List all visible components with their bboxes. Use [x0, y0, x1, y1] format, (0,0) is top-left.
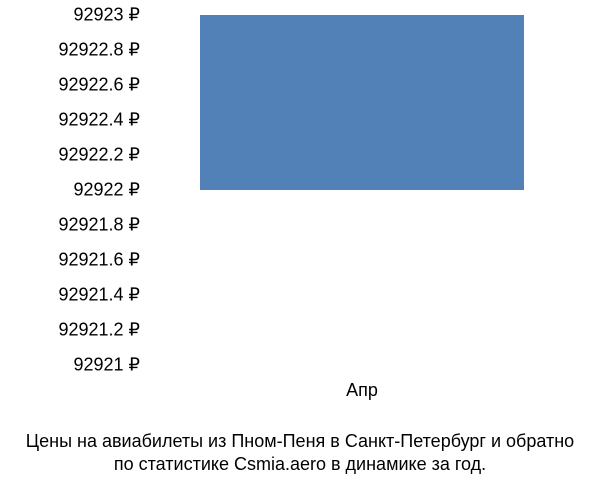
y-tick: 92923 ₽ — [73, 5, 140, 26]
plot-area — [150, 15, 570, 365]
y-tick: 92922.4 ₽ — [58, 110, 140, 131]
caption-line-2: по статистике Csmia.aero в динамике за г… — [0, 453, 600, 476]
bar-apr — [200, 15, 524, 190]
chart-area: 92923 ₽ 92922.8 ₽ 92922.6 ₽ 92922.4 ₽ 92… — [0, 0, 600, 430]
caption-line-1: Цены на авиабилеты из Пном-Пеня в Санкт-… — [0, 430, 600, 453]
x-axis-label: Апр — [346, 380, 378, 401]
y-tick: 92921.2 ₽ — [58, 320, 140, 341]
y-tick: 92922 ₽ — [73, 180, 140, 201]
y-tick: 92921.4 ₽ — [58, 285, 140, 306]
y-tick: 92922.6 ₽ — [58, 75, 140, 96]
caption: Цены на авиабилеты из Пном-Пеня в Санкт-… — [0, 430, 600, 477]
y-tick: 92921.8 ₽ — [58, 215, 140, 236]
y-axis: 92923 ₽ 92922.8 ₽ 92922.6 ₽ 92922.4 ₽ 92… — [0, 0, 150, 400]
y-tick: 92922.2 ₽ — [58, 145, 140, 166]
y-tick: 92921.6 ₽ — [58, 250, 140, 271]
y-tick: 92922.8 ₽ — [58, 40, 140, 61]
y-tick: 92921 ₽ — [73, 355, 140, 376]
